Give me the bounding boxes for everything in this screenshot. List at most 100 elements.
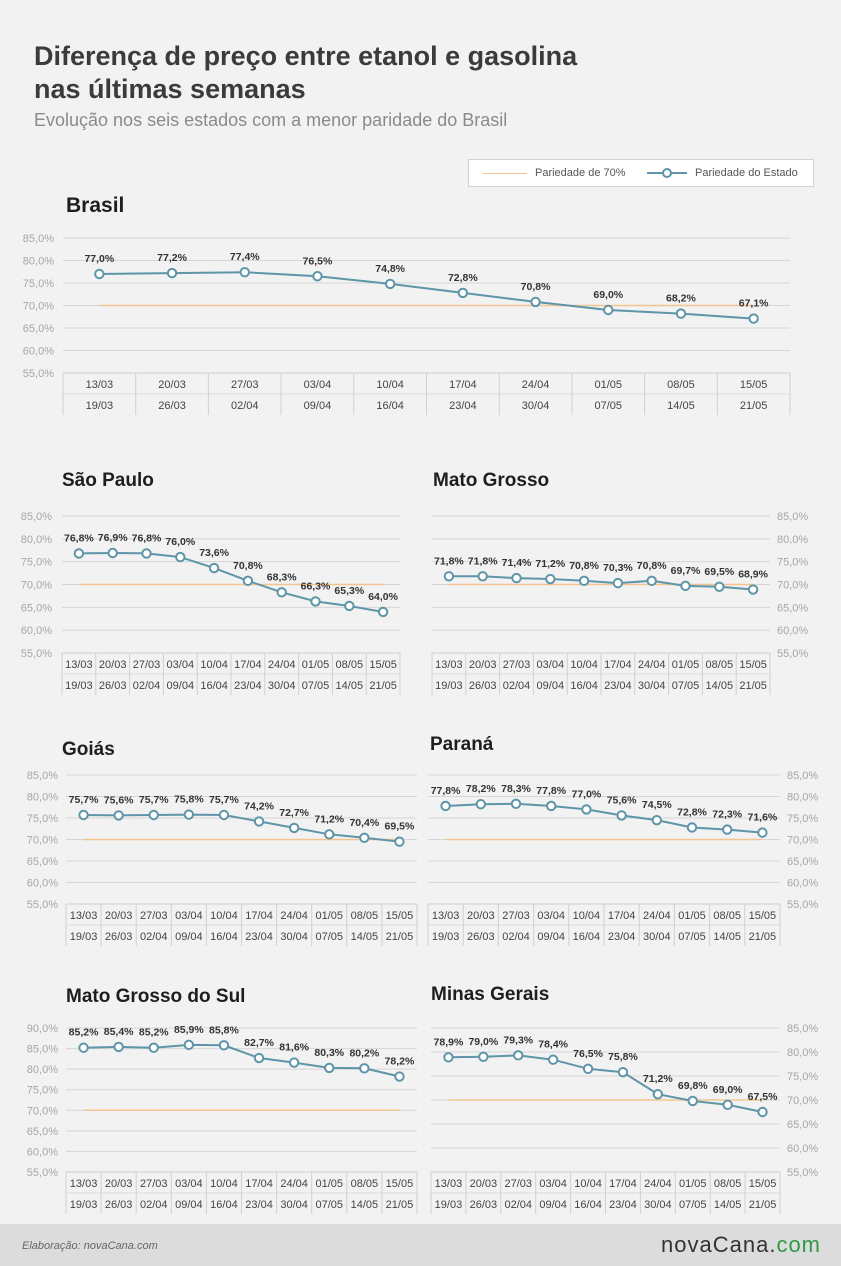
x-tick-label-end: 16/04 <box>210 1199 238 1211</box>
x-tick-label-start: 27/03 <box>503 659 531 671</box>
data-label: 85,9% <box>174 1024 204 1036</box>
x-tick-label-start: 27/03 <box>140 910 168 922</box>
x-tick-label-end: 07/05 <box>672 680 700 692</box>
x-tick-label-start: 10/04 <box>573 910 601 922</box>
data-point <box>722 1099 733 1111</box>
data-label: 74,5% <box>642 799 672 811</box>
y-tick-label: 75,0% <box>27 1085 58 1097</box>
x-tick-label-start: 15/05 <box>369 659 397 671</box>
x-tick-label-end: 02/04 <box>133 680 161 692</box>
x-tick-label-end: 02/04 <box>231 400 259 412</box>
x-tick-label-start: 01/05 <box>315 1178 343 1190</box>
y-tick-label: 80,0% <box>777 534 808 546</box>
y-tick-label: 60,0% <box>787 1143 818 1155</box>
x-tick-label-end: 30/04 <box>638 680 666 692</box>
x-tick-label-start: 08/05 <box>336 659 364 671</box>
data-point <box>757 827 768 838</box>
data-point <box>253 1052 265 1064</box>
x-tick-label-end: 07/05 <box>315 931 343 943</box>
y-tick-label: 60,0% <box>27 1146 58 1158</box>
data-label: 72,3% <box>712 809 742 821</box>
series-line <box>78 551 384 613</box>
data-point <box>148 1042 159 1053</box>
y-tick-label: 70,0% <box>777 580 808 592</box>
state-swatch <box>647 168 687 178</box>
data-label: 79,3% <box>503 1034 533 1046</box>
y-tick-label: 80,0% <box>21 534 52 546</box>
chart-title: Goiás <box>62 739 115 760</box>
data-point <box>208 562 220 574</box>
x-tick-label-start: 13/03 <box>432 910 460 922</box>
data-point <box>310 596 321 607</box>
x-tick-label-end: 19/03 <box>70 1199 98 1211</box>
y-tick-label: 55,0% <box>777 648 808 660</box>
data-point <box>183 1039 195 1051</box>
data-point <box>651 814 662 826</box>
y-tick-label: 55,0% <box>27 899 58 911</box>
data-label: 65,3% <box>334 585 364 597</box>
reference-swatch <box>483 172 527 174</box>
x-tick-label-start: 13/03 <box>70 910 98 922</box>
legend-item-reference: Pariedade de 70% <box>483 160 626 186</box>
data-label: 67,1% <box>739 298 769 310</box>
x-tick-label-end: 26/03 <box>470 1199 498 1211</box>
x-tick-label-start: 27/03 <box>133 659 161 671</box>
data-label: 77,2% <box>157 252 187 264</box>
x-tick-label-start: 17/04 <box>245 910 273 922</box>
x-tick-label-end: 09/04 <box>304 400 332 412</box>
y-tick-label: 70,0% <box>21 580 52 592</box>
chart-title: Brasil <box>66 194 124 217</box>
y-tick-label: 70,0% <box>23 301 54 313</box>
x-tick-label-end: 16/04 <box>210 931 238 943</box>
chart-title: Mato Grosso <box>433 470 549 491</box>
x-tick-label-end: 21/05 <box>739 680 767 692</box>
chart-title: Minas Gerais <box>431 984 549 1005</box>
x-tick-label-start: 20/03 <box>158 379 186 391</box>
x-tick-label-start: 08/05 <box>351 910 379 922</box>
data-point <box>714 581 725 592</box>
x-tick-label-end: 30/04 <box>522 400 550 412</box>
x-tick-label-end: 14/05 <box>713 931 741 943</box>
data-point <box>478 1051 489 1063</box>
y-tick-label: 65,0% <box>27 856 58 868</box>
x-tick-label-end: 30/04 <box>280 931 308 943</box>
chart-title: São Paulo <box>62 470 154 491</box>
x-tick-label-start: 27/03 <box>504 1178 532 1190</box>
data-label: 72,8% <box>677 806 707 818</box>
y-tick-label: 65,0% <box>23 323 54 335</box>
legend-label-state: Pariedade do Estado <box>695 167 798 179</box>
x-tick-label-end: 16/04 <box>574 1199 602 1211</box>
y-tick-label: 80,0% <box>27 792 58 804</box>
data-label: 76,0% <box>165 536 195 548</box>
data-label: 75,6% <box>607 794 637 806</box>
y-tick-label: 65,0% <box>787 856 818 868</box>
data-point <box>617 1066 629 1078</box>
page-subtitle: Evolução nos seis estados com a menor pa… <box>34 110 508 130</box>
data-label: 80,2% <box>349 1047 379 1059</box>
data-label: 71,8% <box>468 555 498 567</box>
x-tick-label-end: 21/05 <box>386 1199 414 1211</box>
y-tick-label: 80,0% <box>787 792 818 804</box>
data-label: 70,4% <box>349 817 379 829</box>
x-tick-label-start: 13/03 <box>70 1178 98 1190</box>
data-point <box>242 575 254 587</box>
x-tick-label-end: 26/03 <box>158 400 186 412</box>
y-tick-label: 85,0% <box>27 1044 58 1056</box>
y-tick-label: 80,0% <box>787 1047 818 1059</box>
x-tick-label-start: 01/05 <box>672 659 700 671</box>
data-point <box>166 267 178 279</box>
x-tick-label-end: 02/04 <box>502 931 530 943</box>
x-tick-label-end: 26/03 <box>469 680 497 692</box>
header: Diferença de preço entre etanol e gasoli… <box>34 40 814 131</box>
data-point <box>757 1106 768 1118</box>
y-tick-label: 85,0% <box>27 770 58 782</box>
x-tick-label-end: 14/05 <box>351 1199 379 1211</box>
data-label: 71,2% <box>643 1073 673 1085</box>
x-tick-label-start: 20/03 <box>105 1178 133 1190</box>
x-tick-label-end: 19/03 <box>435 1199 463 1211</box>
data-point <box>511 572 522 584</box>
x-tick-label-end: 14/05 <box>351 931 379 943</box>
x-tick-label-end: 16/04 <box>376 400 404 412</box>
data-label: 67,5% <box>748 1091 778 1103</box>
data-label: 66,3% <box>301 580 331 592</box>
